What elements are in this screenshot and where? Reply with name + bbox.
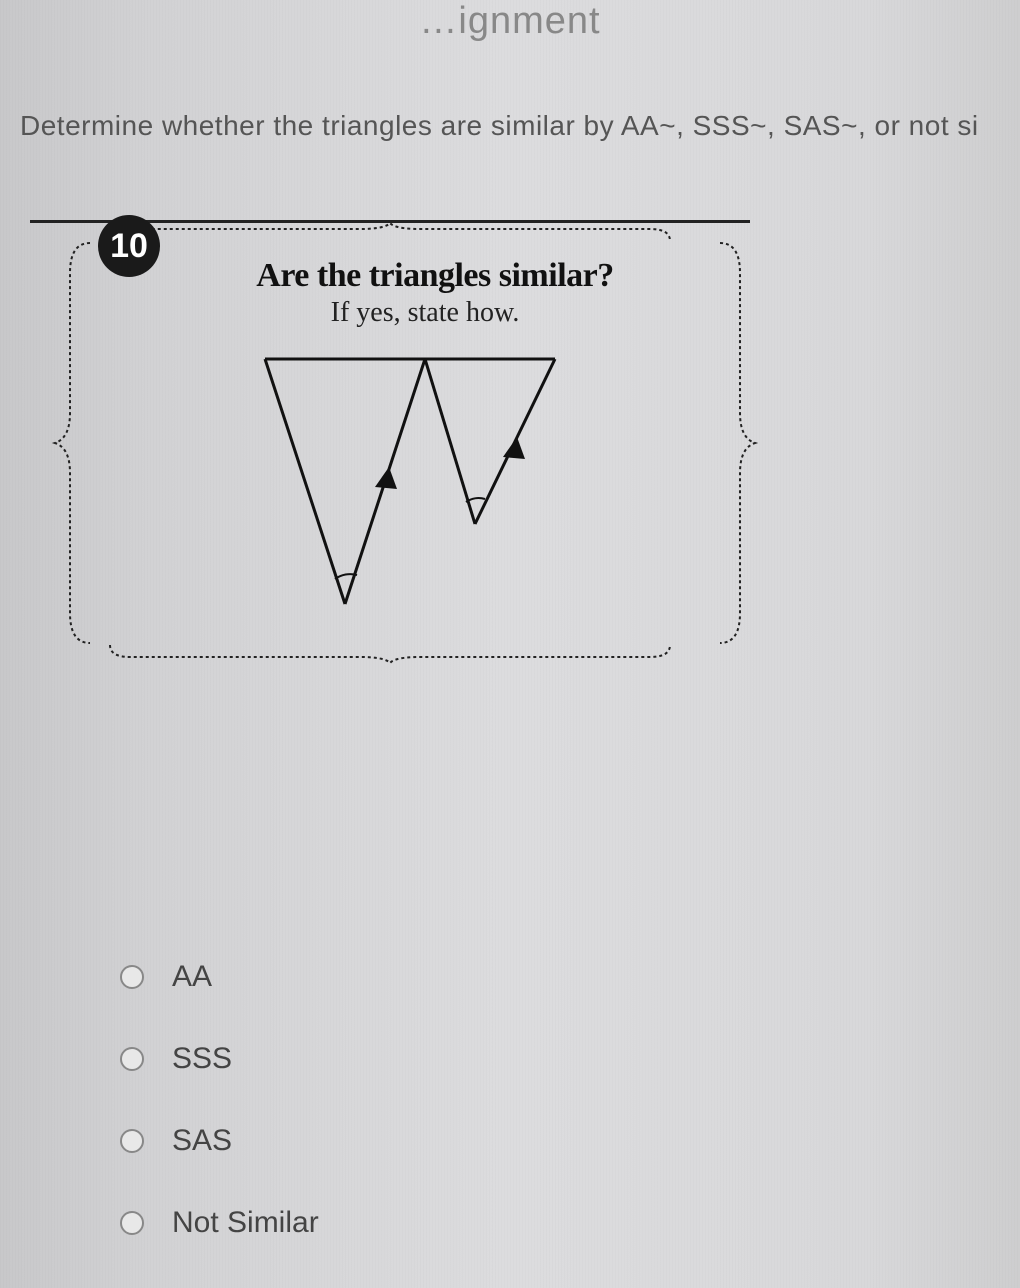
option-label: AA <box>172 960 212 994</box>
frame-left-icon <box>50 233 100 653</box>
option-not-similar[interactable]: Not Similar <box>120 1206 319 1240</box>
answer-options: AA SSS SAS Not Similar <box>120 960 319 1288</box>
frame-bottom-icon <box>100 635 710 665</box>
triangles-svg <box>225 339 585 619</box>
option-label: SSS <box>172 1042 232 1076</box>
instruction-text: Determine whether the triangles are simi… <box>20 110 1020 142</box>
frame-top-icon <box>100 221 710 251</box>
question-subtitle: If yes, state how. <box>150 297 700 329</box>
frame-right-icon <box>710 233 760 653</box>
triangles-figure <box>110 339 700 619</box>
option-label: SAS <box>172 1124 232 1158</box>
question-title: Are the triangles similar? <box>170 257 700 295</box>
question-card: 10 Are the triangles similar? If yes, st… <box>30 220 750 653</box>
radio-icon[interactable] <box>120 1047 144 1071</box>
option-aa[interactable]: AA <box>120 960 319 994</box>
option-sas[interactable]: SAS <box>120 1124 319 1158</box>
question-number-badge: 10 <box>98 215 160 277</box>
radio-icon[interactable] <box>120 1129 144 1153</box>
option-sss[interactable]: SSS <box>120 1042 319 1076</box>
question-number: 10 <box>110 227 148 266</box>
radio-icon[interactable] <box>120 965 144 989</box>
radio-icon[interactable] <box>120 1211 144 1235</box>
option-label: Not Similar <box>172 1206 319 1240</box>
page-header-cutoff: …ignment <box>0 0 1020 43</box>
